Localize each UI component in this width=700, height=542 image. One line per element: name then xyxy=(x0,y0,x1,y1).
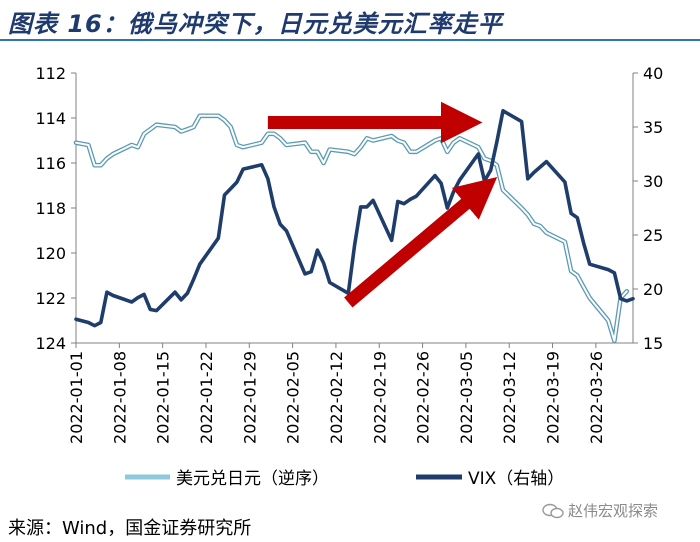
y-right-tick-label: 15 xyxy=(643,334,663,353)
legend-item-vix: VIX（右轴） xyxy=(416,469,564,489)
y-axis-right: 15 20 25 30 35 40 xyxy=(632,64,663,353)
wechat-icon xyxy=(542,503,564,518)
x-tick-label: 2022-02-12 xyxy=(327,351,346,444)
figure-title: 图表 16：俄乌冲突下，日元兑美元汇率走平 xyxy=(8,10,503,38)
legend: 美元兑日元（逆序） VIX（右轴） xyxy=(125,469,564,489)
source-note: 来源：Wind，国金证券研究所 xyxy=(8,518,252,539)
y-left-tick-label: 122 xyxy=(35,289,66,308)
annotation-layer xyxy=(267,101,498,308)
y-left-tick-label: 114 xyxy=(35,109,66,128)
x-tick-label: 2022-01-22 xyxy=(197,351,216,444)
x-tick-label: 2022-02-26 xyxy=(414,351,433,444)
series-usdjpy-inner xyxy=(75,114,628,342)
y-left-tick-label: 120 xyxy=(35,244,66,263)
series-layer xyxy=(73,109,635,344)
watermark-text: 赵伟宏观探索 xyxy=(568,502,659,520)
x-tick-label: 2022-01-01 xyxy=(67,351,86,444)
x-tick-label: 2022-01-29 xyxy=(240,351,259,444)
chart: 112 114 116 118 120 122 124 15 20 25 30 35 40 2022-… xyxy=(35,64,663,489)
y-right-tick-label: 20 xyxy=(643,280,663,299)
x-tick-label: 2022-03-12 xyxy=(500,351,519,444)
watermark: 赵伟宏观探索 xyxy=(542,500,658,521)
title-divider xyxy=(0,39,700,41)
x-tick-label: 2022-03-19 xyxy=(544,351,563,444)
annotation-arrow-2 xyxy=(344,177,498,308)
y-left-tick-label: 118 xyxy=(35,199,66,218)
y-axis-left: 112 114 116 118 120 122 124 xyxy=(35,64,77,353)
legend-label-vix: VIX（右轴） xyxy=(468,469,564,489)
x-axis: 2022-01-01 2022-01-08 2022-01-15 2022-01-22… xyxy=(67,342,633,444)
y-right-tick-label: 25 xyxy=(643,226,663,245)
y-right-tick-label: 30 xyxy=(643,172,663,191)
x-tick-label: 2022-02-05 xyxy=(284,351,303,444)
y-left-tick-label: 124 xyxy=(35,334,66,353)
x-tick-label: 2022-01-15 xyxy=(154,351,173,444)
x-tick-label: 2022-01-08 xyxy=(110,351,129,444)
y-left-tick-label: 112 xyxy=(35,64,66,83)
legend-label-usdjpy: 美元兑日元（逆序） xyxy=(176,469,329,489)
y-left-tick-label: 116 xyxy=(35,154,66,173)
x-tick-label: 2022-03-26 xyxy=(587,351,606,444)
y-right-tick-label: 35 xyxy=(643,118,663,137)
legend-item-usdjpy: 美元兑日元（逆序） xyxy=(125,469,329,489)
series-vix-line xyxy=(74,109,635,328)
x-tick-label: 2022-03-05 xyxy=(457,351,476,444)
y-right-tick-label: 40 xyxy=(643,64,663,83)
x-tick-label: 2022-02-19 xyxy=(370,351,389,444)
